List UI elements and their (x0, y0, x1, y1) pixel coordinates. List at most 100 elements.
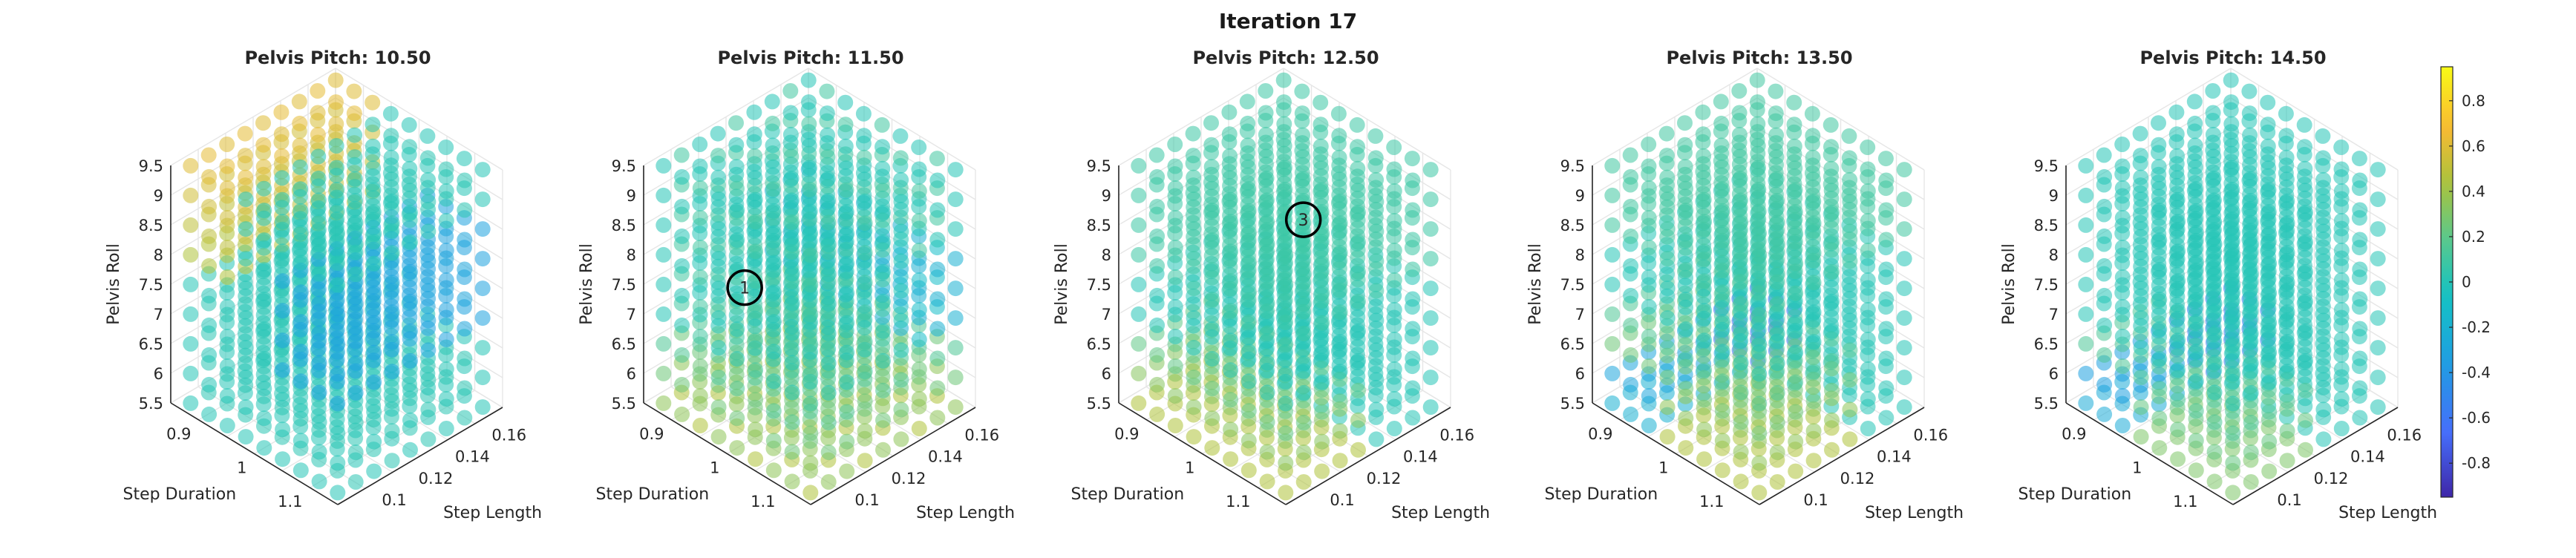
scatter-point (2096, 147, 2112, 163)
scatter-point (457, 410, 473, 426)
colorbar-tick-label: 0.8 (2462, 92, 2485, 110)
scatter-point (311, 473, 327, 490)
scatter-point (1805, 128, 1821, 144)
scatter-point (1751, 336, 1768, 352)
scatter-point (1768, 83, 1784, 99)
scatter-point (839, 463, 855, 479)
scatter-point (893, 171, 909, 188)
scatter-point (674, 287, 690, 303)
scatter-point (1332, 364, 1348, 380)
scatter-point (2351, 151, 2367, 167)
scatter-point (2224, 182, 2240, 197)
scatter-point (438, 213, 454, 229)
scatter-point (1641, 299, 1657, 315)
scatter-point (2205, 126, 2221, 142)
scatter-point (1805, 149, 1821, 165)
scatter-point (875, 139, 890, 155)
scatter-point (1714, 203, 1730, 219)
scatter-point (1422, 399, 1439, 416)
scatter-point (2114, 158, 2131, 174)
scatter-point (875, 382, 891, 398)
scatter-point (474, 251, 491, 267)
scatter-point (1368, 171, 1385, 188)
scatter-point (2261, 374, 2278, 390)
scatter-point (1313, 160, 1330, 177)
scatter-point (1824, 382, 1840, 398)
scatter-point (784, 355, 800, 371)
scatter-point (1787, 160, 1803, 177)
y-tick-label: 0.1 (1803, 491, 1828, 509)
scatter-point (875, 442, 891, 458)
scatter-point (947, 340, 964, 356)
scatter-point (692, 269, 708, 285)
scatter-point (1422, 221, 1439, 237)
scatter-point (1349, 116, 1365, 133)
scatter-point (1788, 404, 1804, 420)
scatter-point (1878, 172, 1895, 188)
scatter-point (1314, 315, 1330, 331)
z-tick-label: 6 (1102, 365, 1111, 383)
scatter-point (2205, 105, 2221, 121)
scatter-point (838, 160, 854, 177)
scatter-point (1386, 421, 1402, 436)
scatter-point (875, 412, 891, 428)
scatter-point (2333, 421, 2350, 436)
scatter-point (219, 388, 235, 404)
figure-title: Iteration 17 (1218, 9, 1358, 33)
scatter-point (1714, 314, 1730, 330)
scatter-point (947, 370, 964, 386)
scatter-point (1223, 273, 1239, 289)
scatter-point (1842, 253, 1858, 269)
scatter-point (1623, 347, 1639, 363)
scatter-point (1769, 444, 1785, 460)
scatter-point (1805, 453, 1822, 469)
scatter-point (1223, 451, 1239, 467)
scatter-point (1204, 203, 1220, 219)
scatter-point (219, 329, 235, 344)
scatter-point (1240, 115, 1256, 131)
scatter-point (1332, 245, 1348, 261)
scatter-point (911, 361, 927, 377)
scatter-point (1278, 306, 1294, 323)
scatter-point (765, 373, 782, 390)
scatter-point (1295, 149, 1311, 165)
scatter-point (2279, 215, 2295, 232)
scatter-point (1751, 247, 1768, 263)
scatter-point (1842, 401, 1858, 418)
scatter-point (893, 372, 909, 388)
scatter-point (784, 473, 800, 490)
scatter-point (1149, 317, 1166, 333)
scatter-point (2279, 423, 2295, 439)
scatter-point (929, 261, 946, 278)
scatter-point (1641, 269, 1657, 285)
scatter-point (1751, 277, 1768, 293)
scatter-point (746, 104, 762, 120)
scatter-point (1768, 105, 1784, 122)
scatter-point (1788, 344, 1804, 361)
x-tick-label: 1.1 (2173, 493, 2197, 511)
scatter-point (2225, 336, 2241, 352)
scatter-point (893, 253, 909, 269)
y-tick-label: 0.16 (1439, 427, 1474, 444)
scatter-point (384, 215, 400, 232)
scatter-point (1223, 243, 1239, 260)
scatter-point (1768, 149, 1785, 165)
scatter-point (1823, 160, 1840, 177)
scatter-point (875, 293, 891, 309)
scatter-point (2370, 399, 2386, 416)
scatter-point (656, 217, 672, 233)
scatter-point (875, 263, 891, 280)
scatter-point (183, 187, 199, 203)
scatter-point (1386, 161, 1402, 177)
scatter-point (1732, 148, 1748, 165)
scatter-point (1278, 366, 1294, 382)
scatter-point (292, 344, 309, 360)
scatter-point (820, 127, 836, 143)
scatter-point (911, 243, 927, 258)
scatter-point (1769, 474, 1785, 490)
scatter-point (1186, 399, 1202, 416)
scatter-point (765, 433, 782, 449)
scatter-point (1314, 404, 1330, 420)
scatter-point (1167, 269, 1183, 285)
scatter-point (201, 198, 218, 214)
